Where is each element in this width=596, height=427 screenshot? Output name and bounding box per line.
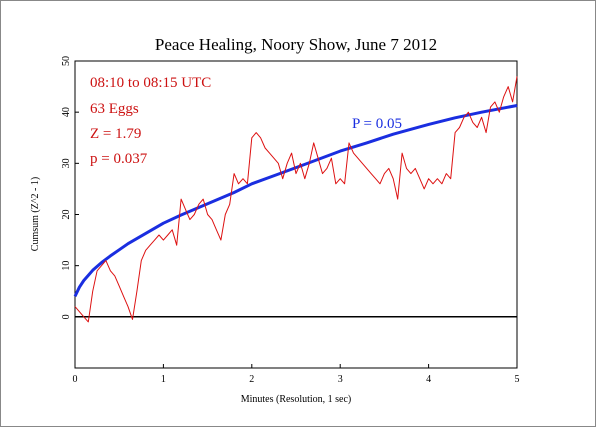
y-tick-label: 50 bbox=[61, 56, 72, 66]
y-tick-label: 20 bbox=[61, 210, 72, 220]
x-tick-label: 0 bbox=[73, 374, 78, 385]
annotation-p-value: p = 0.037 bbox=[90, 151, 148, 167]
series-layer bbox=[73, 76, 518, 323]
x-tick-label: 5 bbox=[515, 374, 520, 385]
cumsum-series-line bbox=[74, 76, 518, 323]
y-axis-label: Cumsum (Z^2 - 1) bbox=[30, 177, 41, 251]
annotation-egg-count: 63 Eggs bbox=[90, 101, 139, 117]
x-tick-label: 3 bbox=[338, 374, 343, 385]
annotation-time-range: 08:10 to 08:15 UTC bbox=[90, 75, 211, 91]
y-tick-label: 10 bbox=[61, 261, 72, 271]
envelope-series-line bbox=[73, 104, 518, 298]
annotation-z-score: Z = 1.79 bbox=[90, 126, 141, 142]
x-tick-label: 4 bbox=[426, 374, 431, 385]
x-tick-label: 2 bbox=[249, 374, 254, 385]
envelope-label: P = 0.05 bbox=[352, 116, 402, 132]
y-tick-label: 40 bbox=[61, 107, 72, 117]
x-tick-label: 1 bbox=[161, 374, 166, 385]
plot-area bbox=[74, 60, 518, 369]
x-axis-label: Minutes (Resolution, 1 sec) bbox=[241, 394, 352, 405]
y-tick-label: 30 bbox=[61, 158, 72, 168]
y-tick-label: 0 bbox=[61, 314, 72, 319]
chart-title: Peace Healing, Noory Show, June 7 2012 bbox=[155, 35, 437, 54]
